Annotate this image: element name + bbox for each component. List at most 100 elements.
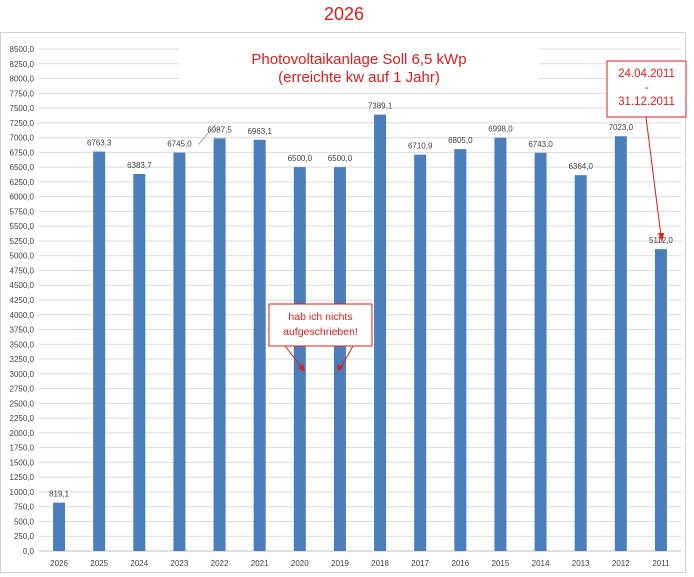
bar-2018 [374,114,387,551]
data-label-2017: 6710,9 [408,142,433,151]
bar-2021 [253,139,266,551]
annotation-arrow-line [284,345,304,370]
data-label-2025: 6763,3 [87,139,112,148]
annotation-line-2: aufgeschrieben! [283,326,358,338]
bar-2022 [213,138,226,551]
bar-2014 [534,152,547,551]
bar-2015 [494,137,507,551]
x-tick-label: 2020 [291,559,309,568]
data-label-2021: 6963,1 [247,127,272,136]
page-title: 2026 [323,4,365,24]
x-tick-label: 2022 [211,559,229,568]
y-tick-label: 3750,0 [10,326,35,335]
annotation-line-1: hab ich nichts [288,311,352,323]
y-tick-label: 7250,0 [10,119,35,128]
data-label-2024: 6383,7 [127,161,152,170]
x-tick-label: 2013 [572,559,590,568]
x-tick-label: 2023 [171,559,189,568]
x-tick-label: 2021 [251,559,269,568]
x-tick-label: 2015 [492,559,510,568]
y-axis-ticks: 0,0 250,0 500,0 750,0 1000,0 1250,0 1500,0 1750… [10,45,35,556]
y-tick-label: 3250,0 [10,355,35,364]
bar-2020 [293,167,306,551]
data-label-2023: 6745,0 [167,140,192,149]
x-tick-label: 2012 [612,559,630,568]
y-tick-label: 6500,0 [10,163,35,172]
annotation-line-2: - [645,82,649,94]
y-tick-label: 4000,0 [10,311,35,320]
x-tick-label: 2018 [371,559,389,568]
y-tick-label: 750,0 [14,503,35,512]
x-axis-ticks: 2026 2025 2024 2023 2022 2021 2020 2019 2018 2017… [50,559,670,568]
y-tick-label: 2000,0 [10,429,35,438]
data-label-2019: 6500,0 [328,154,353,163]
y-tick-label: 1000,0 [10,488,35,497]
y-tick-label: 5000,0 [10,252,35,261]
data-label-2016: 6805,0 [448,136,473,145]
y-tick-label: 8250,0 [10,60,35,69]
bar-2011 [654,249,667,551]
annotation-arrowhead [298,364,305,372]
x-tick-label: 2014 [532,559,550,568]
data-label-2011: 5112,0 [649,236,673,245]
data-label-2013: 6364,0 [568,162,593,171]
data-label-2015: 6998,0 [488,125,513,134]
y-tick-label: 1500,0 [10,458,35,467]
bar-2017 [414,154,427,551]
data-label-2020: 6500,0 [288,154,313,163]
chart-title-line-2: (erreichte kw auf 1 Jahr) [278,69,440,86]
bar-2013 [574,175,587,551]
x-tick-label: 2024 [130,559,148,568]
chart-title-line-1: Photovoltaikanlage Soll 6,5 kWp [251,51,466,68]
bar-chart: 0,0 250,0 500,0 750,0 1000,0 1250,0 1500,0 1750… [10,43,687,568]
bar-2016 [454,149,467,551]
chart-title-background [179,43,539,87]
y-tick-label: 8500,0 [10,45,35,54]
bar-2019 [333,167,346,551]
annotation-date-range: 24.04.2011 - 31.12.2011 [606,60,687,242]
y-tick-label: 1250,0 [10,473,35,482]
y-tick-label: 250,0 [14,532,35,541]
data-labels: 819,1 6763,3 6383,7 6745,0 6987,5 6963,1 6500,… [49,102,673,499]
x-tick-label: 2026 [50,559,68,568]
y-tick-label: 2250,0 [10,414,35,423]
y-tick-label: 2750,0 [10,385,35,394]
y-tick-label: 7750,0 [10,89,35,98]
x-tick-label: 2019 [331,559,349,568]
data-label-2012: 7023,0 [609,123,634,132]
annotation-not-recorded: hab ich nichts aufgeschrieben! [268,303,373,372]
x-tick-label: 2016 [451,559,469,568]
bar-2025 [93,151,106,552]
annotation-arrowhead [337,364,343,372]
data-label-2026: 819,1 [49,490,70,499]
bar-2023 [173,152,186,551]
y-tick-label: 4750,0 [10,266,35,275]
bar-2012 [614,136,627,551]
chart-frame: 0,0 250,0 500,0 750,0 1000,0 1250,0 1500,0 1750… [0,32,687,573]
y-tick-label: 5750,0 [10,207,35,216]
y-tick-label: 5500,0 [10,222,35,231]
y-tick-label: 6000,0 [10,193,35,202]
annotation-arrow-line [645,116,662,237]
y-tick-label: 4250,0 [10,296,35,305]
y-tick-label: 500,0 [14,517,35,526]
label-leader-line [198,124,216,145]
y-tick-label: 6250,0 [10,178,35,187]
y-tick-label: 3500,0 [10,340,35,349]
annotation-line-3: 31.12.2011 [618,96,675,108]
annotation-arrow-line [339,345,354,370]
annotation-line-1: 24.04.2011 [618,68,675,80]
y-tick-label: 7500,0 [10,104,35,113]
y-tick-label: 5250,0 [10,237,35,246]
x-tick-label: 2017 [411,559,429,568]
y-tick-label: 0,0 [23,547,35,556]
y-tick-label: 1750,0 [10,444,35,453]
x-tick-label: 2025 [90,559,108,568]
y-tick-label: 4500,0 [10,281,35,290]
y-tick-label: 6750,0 [10,148,35,157]
data-label-2014: 6743,0 [528,140,553,149]
bar-2026 [53,502,66,551]
y-tick-label: 2500,0 [10,399,35,408]
bars [53,114,667,552]
bar-2024 [133,173,146,551]
